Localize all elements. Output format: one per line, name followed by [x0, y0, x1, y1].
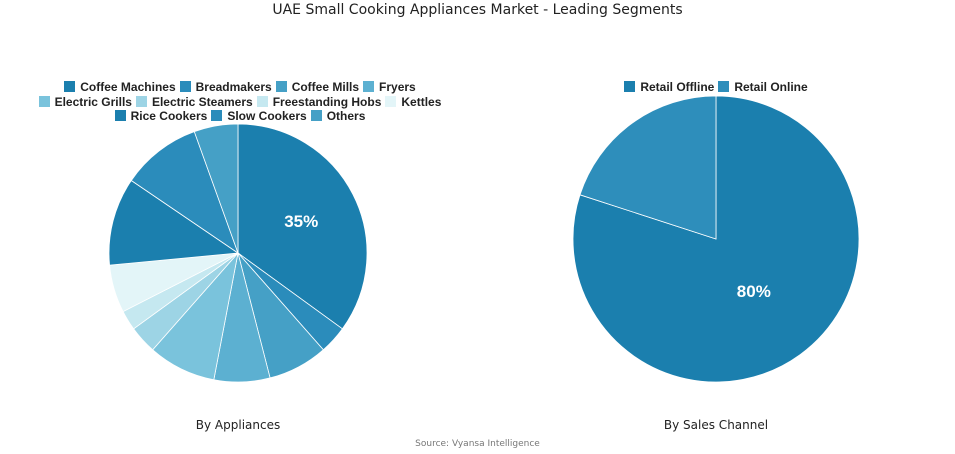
legend-appliances: Coffee Machines Breadmakers Coffee Mills Fr…: [15, 80, 465, 124]
legend-item-freestanding-hobs[interactable]: Freestanding Hobs: [256, 94, 382, 110]
legend-item-coffee-machines[interactable]: Coffee Machines: [64, 80, 176, 95]
legend-label: Fryers: [379, 80, 416, 94]
legend-label: Slow Cookers: [227, 109, 307, 123]
legend-item-rice-cookers[interactable]: Rice Cookers: [114, 109, 208, 124]
legend-label: Coffee Mills: [291, 80, 360, 94]
legend-swatch: [64, 81, 76, 92]
legend-swatch: [275, 81, 287, 92]
legend-swatch: [114, 110, 126, 121]
legend-item-electric-steamers[interactable]: Electric Steamers: [135, 94, 253, 110]
legend-swatch: [211, 110, 223, 121]
legend-item-breadmakers[interactable]: Breadmakers: [179, 80, 272, 95]
legend-label: Breadmakers: [195, 80, 272, 94]
legend-item-electric-grills[interactable]: Electric Grills: [38, 94, 132, 110]
legend-label: Freestanding Hobs: [272, 94, 382, 109]
legend-label: Others: [326, 109, 366, 123]
data-label-coffee-machines: 35%: [284, 212, 318, 231]
legend-label: Coffee Machines: [80, 80, 176, 94]
legend-item-kettles[interactable]: Kettles: [385, 95, 441, 110]
legend-label: Kettles: [401, 94, 442, 109]
subtitle-sales-channel: By Sales Channel: [663, 418, 769, 432]
pie-slice-retail-online[interactable]: [579, 95, 717, 240]
subtitle-appliances: By Appliances: [195, 418, 281, 432]
legend-swatch: [385, 95, 397, 107]
legend-swatch: [179, 81, 191, 92]
legend-swatch: [363, 81, 375, 92]
legend-item-others[interactable]: Others: [310, 109, 366, 124]
chart-title: UAE Small Cooking Appliances Market - Le…: [272, 2, 683, 18]
legend-swatch: [135, 95, 147, 107]
pie-slice-rice-cookers[interactable]: [108, 179, 240, 266]
pie-slice-others[interactable]: [193, 123, 239, 254]
legend-label: Electric Grills: [54, 94, 132, 109]
legend-label: Retail Online: [734, 80, 808, 94]
legend-item-fryers[interactable]: Fryers: [363, 80, 416, 95]
legend-label: Electric Steamers: [151, 94, 253, 109]
legend-swatch: [38, 95, 50, 107]
legend-swatch: [718, 81, 730, 92]
legend-label: Rice Cookers: [130, 109, 208, 123]
legend-swatch: [310, 110, 322, 121]
legend-swatch: [624, 81, 636, 92]
legend-sales-channel: Retail Offline Retail Online: [566, 80, 866, 95]
pie-slice-slow-cookers[interactable]: [130, 131, 239, 255]
pie-slice-coffee-machines[interactable]: [237, 123, 368, 330]
data-label-retail-offline: 80%: [737, 282, 771, 301]
source-note: Source: Vyansa Intelligence: [415, 439, 540, 449]
legend-item-retail-offline[interactable]: Retail Offline: [624, 80, 714, 95]
legend-swatch: [256, 95, 268, 107]
legend-item-retail-online[interactable]: Retail Online: [718, 80, 808, 95]
legend-item-coffee-mills[interactable]: Coffee Mills: [275, 80, 360, 95]
legend-item-slow-cookers[interactable]: Slow Cookers: [211, 109, 307, 124]
legend-label: Retail Offline: [640, 80, 715, 94]
